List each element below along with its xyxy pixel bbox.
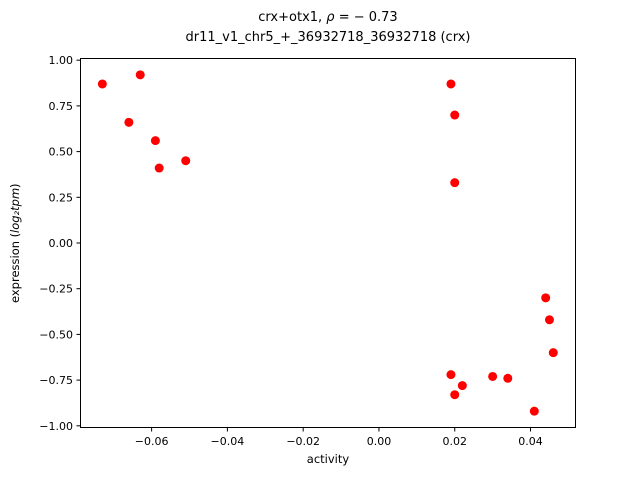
data-point <box>154 163 164 173</box>
title-correlation-value: = − 0.73 <box>334 10 398 25</box>
data-point <box>450 390 460 400</box>
chart-title-line1: crx+otx1, ρ = − 0.73 <box>186 8 471 28</box>
data-point <box>181 156 191 166</box>
axes-frame <box>80 58 576 428</box>
y-axis-label-math: log₂tpm <box>8 187 22 233</box>
y-tick-label: 0.25 <box>49 191 74 204</box>
data-point <box>548 348 558 358</box>
y-tick-label: 0.75 <box>49 100 74 113</box>
data-point <box>544 315 554 325</box>
data-point <box>541 293 551 303</box>
y-tick-label: −1.00 <box>39 420 73 433</box>
data-point <box>97 79 107 89</box>
data-point <box>529 406 539 416</box>
chart-title: crx+otx1, ρ = − 0.73 dr11_v1_chr5_+_3693… <box>186 8 471 48</box>
x-tick-label: −0.06 <box>135 435 169 448</box>
data-point <box>503 373 513 383</box>
x-tick-label: 0.02 <box>442 435 467 448</box>
x-axis-label: activity <box>306 452 350 466</box>
data-point <box>488 371 498 381</box>
x-tick-label: 0.00 <box>367 435 392 448</box>
x-tick-label: −0.02 <box>286 435 320 448</box>
data-point <box>135 70 145 80</box>
data-point <box>450 110 460 120</box>
x-tick-label: 0.04 <box>518 435 543 448</box>
data-point <box>446 370 456 380</box>
chart-title-line2: dr11_v1_chr5_+_36932718_36932718 (crx) <box>185 30 471 46</box>
data-point <box>446 79 456 89</box>
y-tick-label: −0.25 <box>39 283 73 296</box>
y-axis-label-close: ) <box>8 183 22 188</box>
title-text: crx+otx1, <box>258 10 327 25</box>
y-tick-label: −0.75 <box>39 374 73 387</box>
data-point <box>450 178 460 188</box>
data-point <box>457 381 467 391</box>
y-tick-label: −0.50 <box>39 328 73 341</box>
title-rho-symbol: ρ <box>326 10 335 25</box>
y-axis-label: expression (log₂tpm) <box>8 58 22 428</box>
data-point <box>124 117 134 127</box>
y-tick-label: 0.00 <box>49 237 74 250</box>
y-tick-label: 0.50 <box>49 146 74 159</box>
y-axis-label-text: expression ( <box>8 232 22 303</box>
data-point <box>150 136 160 146</box>
y-tick-label: 1.00 <box>49 54 74 67</box>
x-tick-label: −0.04 <box>211 435 245 448</box>
